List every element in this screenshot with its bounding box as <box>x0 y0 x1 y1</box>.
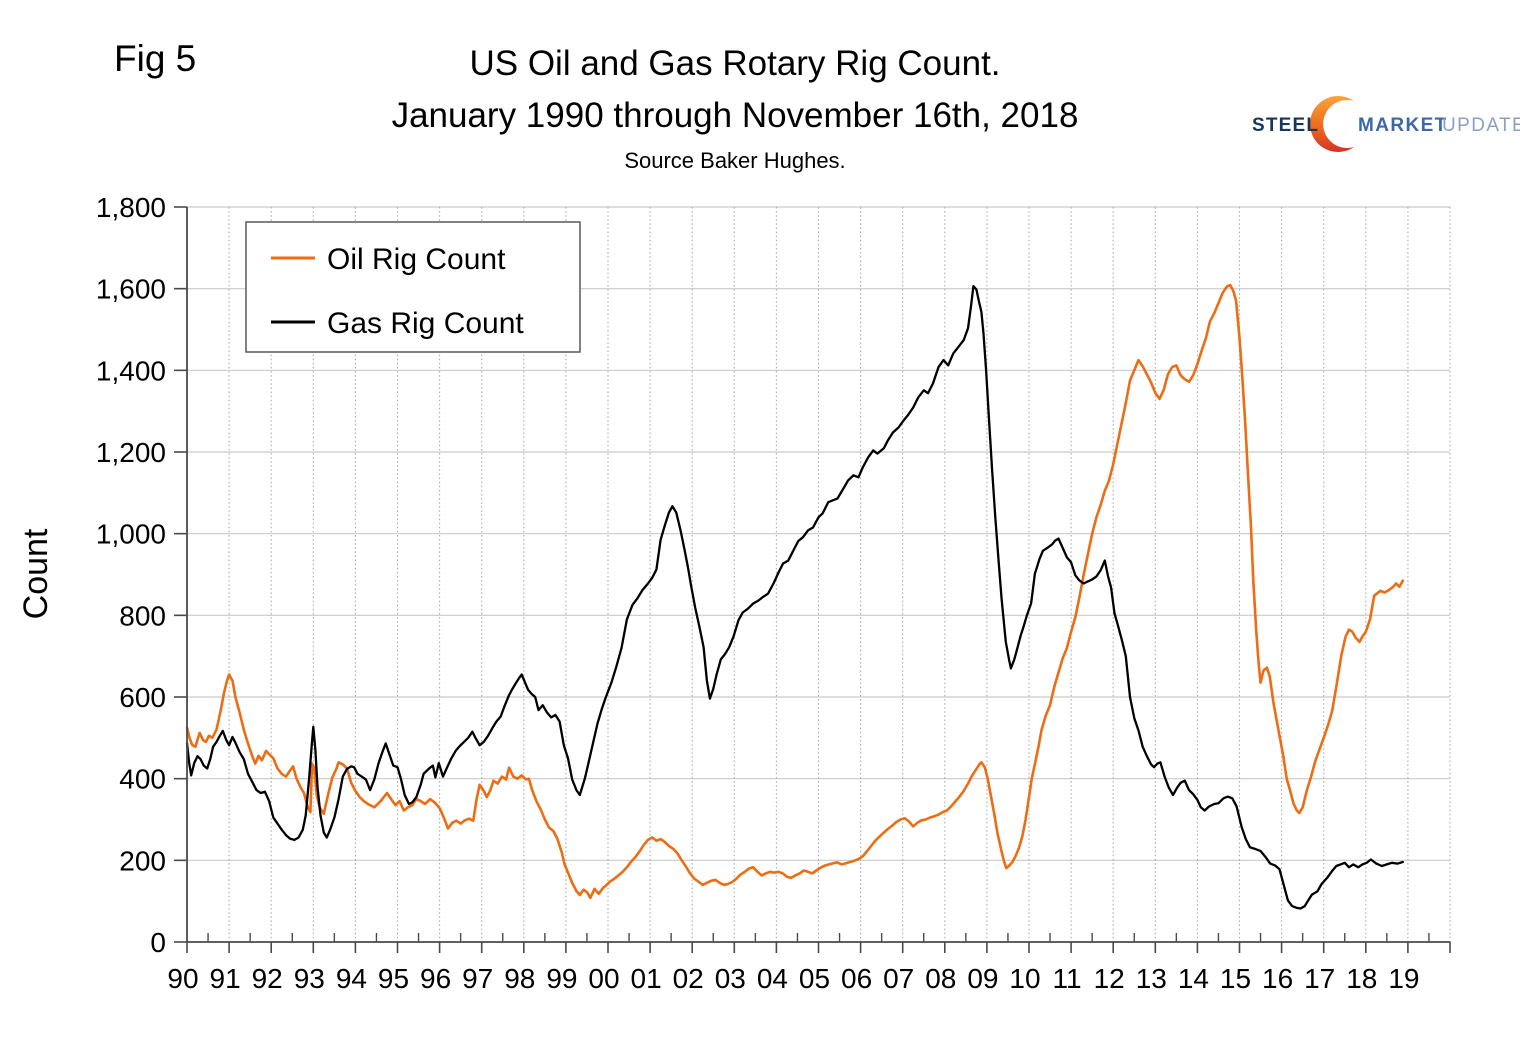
x-tick-label: 17 <box>1304 963 1335 994</box>
y-tick-label: 800 <box>119 600 166 631</box>
y-tick-label: 200 <box>119 845 166 876</box>
x-tick-label: 15 <box>1220 963 1251 994</box>
chart-title: US Oil and Gas Rotary Rig Count. <box>469 44 1001 83</box>
x-tick-label: 91 <box>210 963 241 994</box>
x-tick-label: 97 <box>462 963 493 994</box>
x-tick-label: 02 <box>673 963 704 994</box>
x-tick-label: 18 <box>1346 963 1377 994</box>
x-tick-label: 95 <box>378 963 409 994</box>
chart-subtitle: January 1990 through November 16th, 2018 <box>391 96 1079 135</box>
y-tick-label: 1,600 <box>96 274 166 305</box>
x-tick-label: 98 <box>504 963 535 994</box>
oil-rig-count-line <box>185 283 1405 900</box>
y-tick-label: 1,800 <box>96 192 166 223</box>
legend-item-label: Gas Rig Count <box>327 307 524 340</box>
axis-ticks <box>174 206 1451 953</box>
gas-rig-count-line <box>185 285 1404 910</box>
legend-box <box>245 221 581 353</box>
x-tick-label: 94 <box>336 963 367 994</box>
x-tick-label: 01 <box>631 963 662 994</box>
y-tick-label: 0 <box>150 927 166 958</box>
x-tick-label: 90 <box>167 963 198 994</box>
y-tick-label: 400 <box>119 764 166 795</box>
x-tick-label: 13 <box>1136 963 1167 994</box>
x-tick-label: 05 <box>799 963 830 994</box>
y-axis-title: Count <box>17 528 55 619</box>
x-tick-label: 19 <box>1388 963 1419 994</box>
steel-market-update-logo: STEEL MARKET UPDATE <box>1252 96 1520 152</box>
data-series <box>185 283 1405 910</box>
source-note: Source Baker Hughes. <box>624 148 846 173</box>
y-tick-label: 1,200 <box>96 437 166 468</box>
x-tick-label: 16 <box>1262 963 1293 994</box>
logo-word-steel: STEEL <box>1252 115 1319 136</box>
logo-word-market: MARKET <box>1358 115 1448 136</box>
x-tick-label: 14 <box>1178 963 1209 994</box>
legend: Oil Rig Count Gas Rig Count <box>245 221 581 353</box>
x-axis-tick-labels: 90 91 92 93 94 95 96 97 98 99 00 01 02 03 04 05 06 07 08 09… <box>167 963 1419 994</box>
x-tick-label: 93 <box>294 963 325 994</box>
x-tick-label: 10 <box>1009 963 1040 994</box>
x-tick-label: 09 <box>967 963 998 994</box>
x-tick-label: 07 <box>883 963 914 994</box>
logo-word-update: UPDATE <box>1442 115 1520 136</box>
x-tick-label: 03 <box>715 963 746 994</box>
y-tick-label: 1,400 <box>96 355 166 386</box>
figure-number-label: Fig 5 <box>114 38 197 79</box>
x-tick-label: 08 <box>925 963 956 994</box>
x-tick-label: 99 <box>546 963 577 994</box>
x-tick-label: 12 <box>1094 963 1125 994</box>
y-axis-tick-labels: 0 200 400 600 800 1,000 1,200 1,400 1,600 1,800 <box>96 192 166 958</box>
crescent-icon <box>1310 96 1354 152</box>
x-tick-label: 04 <box>757 963 788 994</box>
x-tick-label: 00 <box>588 963 619 994</box>
y-tick-label: 600 <box>119 682 166 713</box>
legend-item-label: Oil Rig Count <box>327 243 506 276</box>
x-tick-label: 92 <box>252 963 283 994</box>
x-tick-label: 96 <box>420 963 451 994</box>
x-tick-label: 06 <box>841 963 872 994</box>
y-tick-label: 1,000 <box>96 519 166 550</box>
x-tick-label: 11 <box>1053 963 1082 994</box>
